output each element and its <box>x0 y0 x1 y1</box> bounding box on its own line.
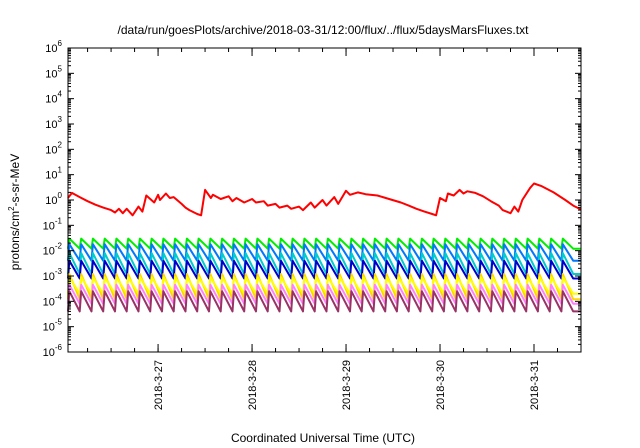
y-tick-label-exponent: -6 <box>55 343 63 352</box>
x-tick-label: 2018-3-27 <box>153 360 165 410</box>
series-line-9 <box>67 290 581 313</box>
y-tick-label-exponent: 4 <box>58 90 63 99</box>
y-tick-label-exponent: 1 <box>58 166 63 175</box>
y-tick-label: 106 <box>45 39 62 55</box>
y-axis-label-rest: -s-sr-MeV <box>8 154 22 207</box>
series-layer <box>67 182 582 313</box>
y-tick-label-base: 10 <box>45 94 57 106</box>
y-axis-label-main: protons/cm <box>8 211 22 270</box>
y-tick-label-base: 10 <box>43 322 55 334</box>
y-tick-label: 10-3 <box>43 267 63 283</box>
y-tick-label-exponent: 3 <box>58 115 63 124</box>
y-tick-label: 10-4 <box>43 292 63 308</box>
y-tick-label-base: 10 <box>43 347 55 359</box>
y-tick-label: 105 <box>45 64 62 80</box>
axes-layer: 10-610-510-410-310-210-11001011021031041… <box>43 39 582 410</box>
series-line-1 <box>67 182 582 217</box>
y-tick-label-base: 10 <box>45 68 57 80</box>
x-tick-label: 2018-3-29 <box>341 360 353 410</box>
y-tick-label-base: 10 <box>45 170 57 182</box>
y-tick-label-exponent: -3 <box>55 267 63 276</box>
chart-title: /data/run/goesPlots/archive/2018-03-31/1… <box>118 23 530 37</box>
y-tick-label: 10-1 <box>43 216 63 232</box>
y-tick-label-base: 10 <box>45 43 57 55</box>
y-tick-label-base: 10 <box>43 271 55 283</box>
y-tick-label-exponent: 2 <box>58 140 63 149</box>
y-axis-label: protons/cm2-s-sr-MeV <box>7 154 22 270</box>
y-tick-label-exponent: -2 <box>55 242 63 251</box>
svg-text:protons/cm2-s-sr-MeV: protons/cm2-s-sr-MeV <box>7 154 22 270</box>
y-tick-label-base: 10 <box>43 246 55 258</box>
y-tick-label-exponent: -1 <box>55 216 63 225</box>
y-tick-label: 10-5 <box>43 318 63 334</box>
x-tick-label: 2018-3-30 <box>435 360 447 410</box>
y-tick-label-base: 10 <box>45 119 57 131</box>
x-tick-label: 2018-3-28 <box>247 360 259 410</box>
y-tick-label-base: 10 <box>45 144 57 156</box>
y-tick-label-base: 10 <box>45 195 57 207</box>
y-tick-label-exponent: 6 <box>58 39 63 48</box>
y-tick-label-exponent: -5 <box>55 318 63 327</box>
y-tick-label: 102 <box>45 140 62 156</box>
y-tick-label: 10-2 <box>43 242 63 258</box>
y-tick-label-exponent: 0 <box>58 191 63 200</box>
y-tick-label: 101 <box>45 166 62 182</box>
y-tick-label-exponent: -4 <box>55 292 63 301</box>
y-tick-label: 100 <box>45 191 62 207</box>
x-tick-label: 2018-3-31 <box>529 360 541 410</box>
y-tick-label-base: 10 <box>43 220 55 232</box>
series-line-5 <box>67 259 581 280</box>
y-axis-label-superscript: 2 <box>7 206 16 211</box>
y-tick-label: 103 <box>45 115 62 131</box>
y-tick-label: 104 <box>45 90 62 106</box>
y-tick-label-base: 10 <box>43 296 55 308</box>
y-tick-label-exponent: 5 <box>58 64 63 73</box>
x-axis-label: Coordinated Universal Time (UTC) <box>231 431 415 445</box>
y-tick-label: 10-6 <box>43 343 63 359</box>
